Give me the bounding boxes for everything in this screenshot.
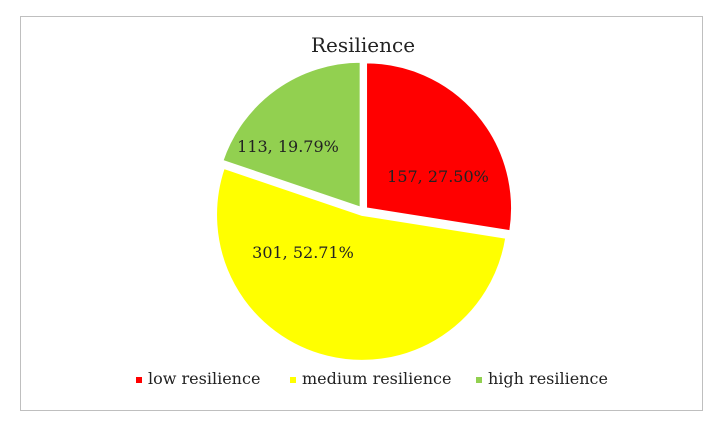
data-label: 157, 27.50% (387, 167, 489, 186)
pie-slices (215, 60, 513, 362)
pie-slice-low-resilience (365, 61, 513, 233)
legend-swatch (290, 377, 296, 383)
legend-label: medium resilience (302, 369, 451, 388)
chart-title: Resilience (311, 33, 415, 57)
legend-label: low resilience (148, 369, 260, 388)
pie-slice-high-resilience (221, 60, 362, 210)
data-label: 113, 19.79% (237, 137, 339, 156)
legend-swatch (476, 377, 482, 383)
legend: low resilience medium resilience high resi… (136, 369, 608, 388)
pie-slice-medium-resilience (215, 166, 508, 362)
slice-labels: 157, 27.50% 301, 52.71% 113, 19.79% (237, 137, 489, 262)
legend-label: high resilience (488, 369, 608, 388)
data-label: 301, 52.71% (252, 243, 354, 262)
legend-swatch (136, 377, 142, 383)
